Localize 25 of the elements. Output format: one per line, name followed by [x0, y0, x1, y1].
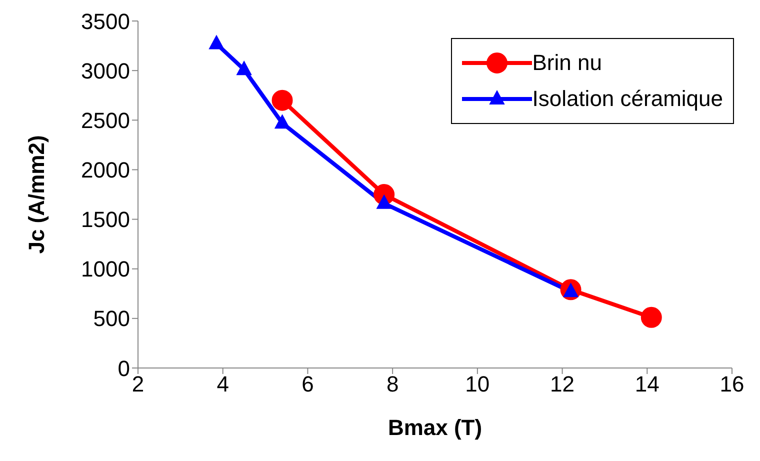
- point: [272, 90, 293, 111]
- y-tick-label: 1000: [81, 256, 130, 282]
- y-tick-label: 500: [93, 306, 130, 332]
- point: [640, 306, 662, 328]
- x-tick-label: 16: [720, 372, 744, 397]
- point: [236, 61, 252, 76]
- x-tick-label: 8: [386, 372, 399, 397]
- legend-label: Isolation céramique: [532, 86, 723, 112]
- y-axis-title: Jc (A/mm2): [24, 135, 49, 254]
- legend-label: Brin nu: [532, 50, 602, 76]
- y-tick-label: 3000: [81, 58, 130, 84]
- x-axis-title: Bmax (T): [388, 415, 482, 440]
- y-tick-label: 0: [118, 356, 130, 381]
- x-tick-label: 12: [550, 372, 575, 397]
- y-tick-label: 2500: [81, 108, 130, 133]
- x-tick-label: 10: [465, 372, 490, 397]
- y-tick-label: 2000: [81, 158, 130, 183]
- point: [208, 35, 224, 50]
- x-tick-label: 4: [216, 372, 229, 397]
- x-tick-label: 6: [302, 372, 314, 397]
- x-tick-label: 14: [634, 372, 660, 397]
- y-tick-label: 3500: [81, 8, 130, 34]
- x-tick-label: 2: [132, 372, 144, 397]
- y-tick-label: 1500: [81, 207, 130, 232]
- point: [274, 114, 290, 129]
